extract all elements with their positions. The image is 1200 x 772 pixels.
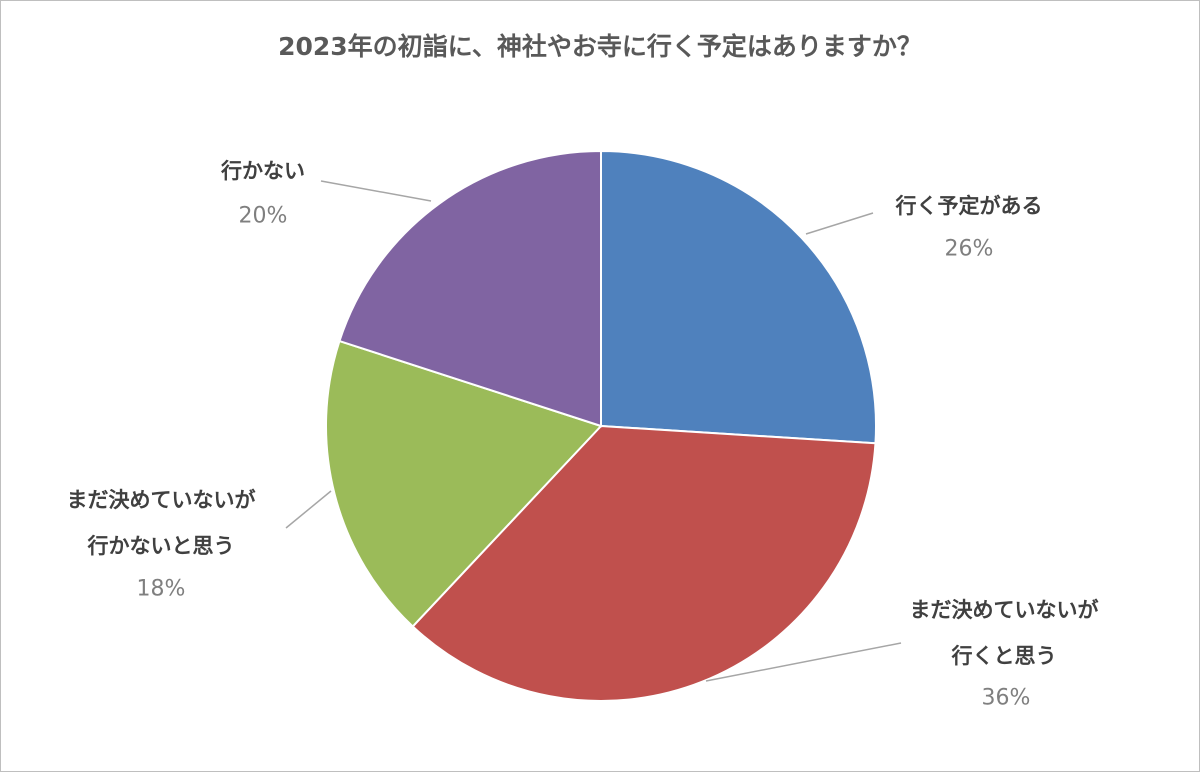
value-label: 26% [944,236,994,262]
value-label: 18% [136,576,186,602]
pie-slice [411,424,877,702]
leader-line [805,212,874,235]
value-label: 36% [981,685,1031,711]
leader-line [320,180,432,202]
pie-slice [600,149,877,445]
leader-line [705,642,902,682]
leader-line [285,490,332,529]
value-label: 20% [238,203,288,229]
slice-label: まだ決めていないが 行かないと思う [66,488,256,558]
slice-label: 行く予定がある [895,194,1043,218]
slice-label: 行かない [221,159,305,183]
chart-title: 2023年の初詣に、神社やお寺に行く予定はありますか？ [278,32,922,61]
slice-label: まだ決めていないが 行くと思う [909,598,1099,668]
pie-slice [325,339,603,628]
pie-slice [338,149,602,428]
